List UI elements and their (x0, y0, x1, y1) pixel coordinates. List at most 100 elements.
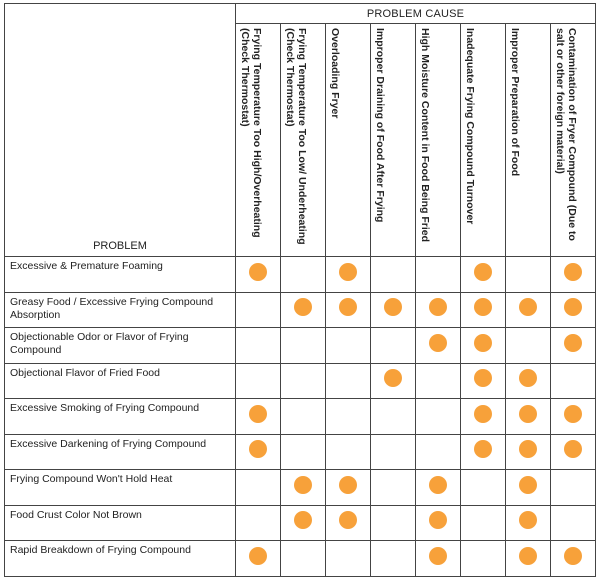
cause-marker-icon (339, 262, 357, 281)
cause-header-5: High Moisture Content in Food Being Frie… (415, 23, 461, 257)
cause-marker-icon (339, 475, 357, 494)
cause-cell (370, 540, 416, 577)
table-row: Objectional Flavor of Fried Food (4, 362, 597, 399)
cause-cell (549, 398, 597, 435)
cause-cell (370, 469, 416, 506)
problem-label: Frying Compound Won't Hold Heat (4, 469, 236, 506)
cause-marker-icon (564, 333, 583, 352)
cause-marker-icon (474, 298, 492, 317)
cause-marker-icon (474, 404, 492, 423)
problem-label: Rapid Breakdown of Frying Compound (4, 540, 236, 577)
cause-cell (505, 362, 551, 399)
cause-header-4: Improper Draining of Food After Frying (370, 23, 416, 257)
cause-header-8: Contamination of Fryer Compound (Due to … (549, 23, 597, 257)
cause-cell (460, 362, 506, 399)
cause-cell (460, 291, 506, 328)
cause-cell (549, 291, 597, 328)
cause-marker-icon (474, 440, 492, 459)
cause-cell (235, 540, 281, 577)
cause-marker-icon (474, 369, 492, 388)
cause-header-2: Frying Temperature Too Low/ Underheating… (280, 23, 326, 257)
cause-label: Overloading Fryer (329, 28, 341, 119)
cause-cell (549, 362, 597, 399)
cause-cell (370, 433, 416, 470)
cause-label: High Moisture Content in Food Being Frie… (419, 28, 431, 243)
cause-cell (325, 291, 371, 328)
cause-cell (370, 291, 416, 328)
cause-cell (505, 540, 551, 577)
cause-marker-icon (429, 511, 447, 530)
table-row: Excessive & Premature Foaming (4, 256, 597, 293)
cause-cell (460, 540, 506, 577)
cause-marker-icon (249, 404, 267, 423)
cause-marker-icon (519, 404, 537, 423)
cause-cell (370, 327, 416, 364)
cause-cell (235, 256, 281, 293)
problem-label: Food Crust Color Not Brown (4, 504, 236, 541)
cause-header-1: Frying Temperature Too High/Overheating … (235, 23, 281, 257)
cause-cell (370, 256, 416, 293)
cause-cell (370, 504, 416, 541)
cause-marker-icon (564, 262, 583, 281)
table-row: Excessive Darkening of Frying Compound (4, 433, 597, 470)
problem-label: Objectionable Odor or Flavor of Frying C… (4, 327, 236, 364)
cause-marker-icon (429, 546, 447, 565)
cause-header-6: Inadequate Frying Compound Turnover (460, 23, 506, 257)
table-row: Rapid Breakdown of Frying Compound (4, 540, 597, 577)
cause-cell (280, 362, 326, 399)
cause-cell (460, 504, 506, 541)
cause-cell (325, 469, 371, 506)
cause-marker-icon (474, 333, 492, 352)
cause-cell (415, 504, 461, 541)
cause-marker-icon (249, 440, 267, 459)
cause-marker-icon (519, 440, 537, 459)
table-row: Food Crust Color Not Brown (4, 504, 597, 541)
cause-cell (280, 398, 326, 435)
problem-cause-header: PROBLEM CAUSE (234, 3, 597, 24)
cause-cell (505, 256, 551, 293)
problem-label: Greasy Food / Excessive Frying Compound … (4, 291, 236, 328)
cause-cell (415, 291, 461, 328)
cause-marker-icon (384, 298, 402, 317)
cause-cell (415, 433, 461, 470)
cause-cell (460, 398, 506, 435)
cause-label: Frying Temperature Too High/Overheating … (239, 28, 263, 238)
cause-header-3: Overloading Fryer (325, 23, 371, 257)
cause-cell (325, 362, 371, 399)
cause-cell (460, 433, 506, 470)
cause-cell (280, 469, 326, 506)
cause-cell (505, 433, 551, 470)
cause-marker-icon (519, 369, 537, 388)
cause-marker-icon (249, 546, 267, 565)
cause-marker-icon (474, 262, 492, 281)
cause-cell (460, 327, 506, 364)
table-row: Greasy Food / Excessive Frying Compound … (4, 291, 597, 328)
cause-marker-icon (564, 298, 583, 317)
problem-label: Objectional Flavor of Fried Food (4, 362, 236, 399)
table-row: Excessive Smoking of Frying Compound (4, 398, 597, 435)
cause-marker-icon (564, 546, 583, 565)
cause-cell (415, 362, 461, 399)
cause-cell (460, 469, 506, 506)
cause-cell (235, 469, 281, 506)
cause-cell (549, 256, 597, 293)
cause-label: Contamination of Fryer Compound (Due to … (554, 28, 578, 241)
cause-cell (415, 256, 461, 293)
cause-cell (549, 469, 597, 506)
cause-marker-icon (429, 475, 447, 494)
cause-label: Improper Draining of Food After Frying (374, 28, 386, 223)
cause-marker-icon (564, 404, 583, 423)
problem-label: Excessive & Premature Foaming (4, 256, 236, 293)
cause-cell (280, 256, 326, 293)
cause-marker-icon (294, 511, 312, 530)
cause-cell (549, 327, 597, 364)
cause-marker-icon (294, 475, 312, 494)
cause-cell (460, 256, 506, 293)
cause-label: Improper Preparation of Food (509, 28, 521, 177)
cause-cell (325, 398, 371, 435)
problem-label: Excessive Smoking of Frying Compound (4, 398, 236, 435)
cause-marker-icon (339, 298, 357, 317)
cause-cell (415, 469, 461, 506)
cause-cell (280, 433, 326, 470)
cause-marker-icon (519, 546, 537, 565)
